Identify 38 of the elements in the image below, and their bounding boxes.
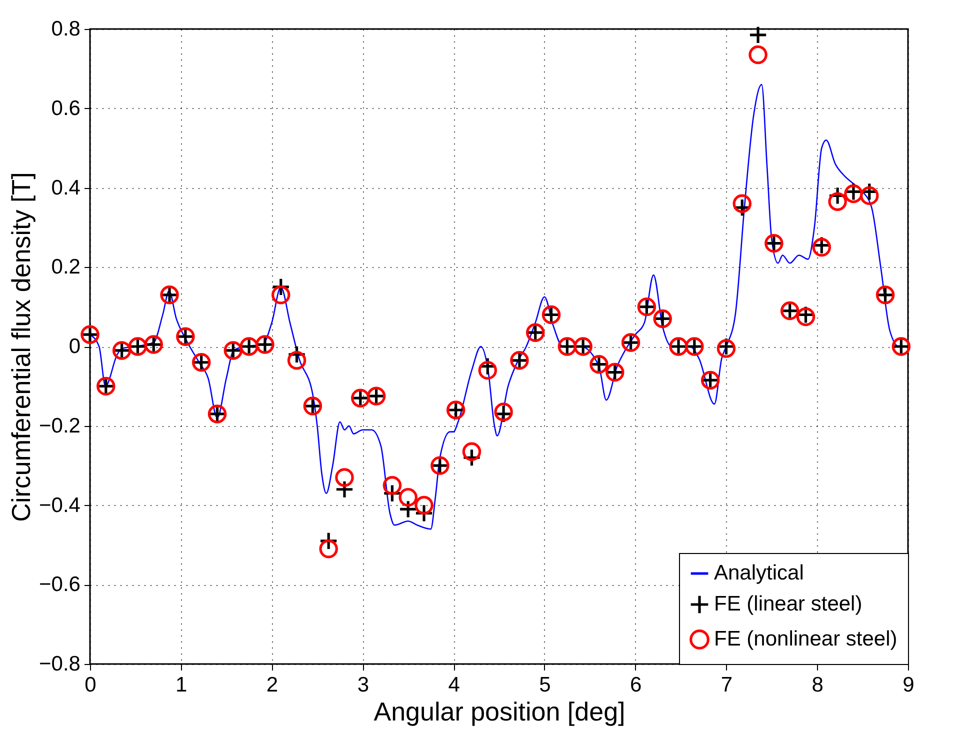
- point: [414, 496, 434, 515]
- y-tick-label: −0.4: [39, 494, 81, 517]
- point: [319, 540, 338, 558]
- y-tick-label: 0.4: [51, 176, 81, 200]
- legend-label: Analytical: [714, 562, 804, 584]
- point: [335, 468, 354, 487]
- point: [828, 192, 847, 211]
- point: [462, 442, 482, 462]
- legend-label: FE (nonlinear steel): [714, 628, 898, 650]
- x-tick-label: 0: [84, 674, 96, 696]
- x-tick-label: 5: [539, 674, 551, 696]
- point: [287, 351, 306, 370]
- point: [478, 360, 497, 380]
- x-tick-label: 1: [176, 674, 188, 696]
- point: [398, 488, 418, 507]
- x-tick-label: 7: [720, 674, 733, 696]
- x-tick-label: 2: [266, 674, 278, 696]
- y-tick-label: −0.2: [39, 414, 80, 438]
- y-tick-label: 0.8: [51, 18, 80, 40]
- point: [748, 45, 768, 64]
- x-tick-label: 3: [357, 674, 370, 696]
- point: [748, 26, 768, 44]
- y-axis-title: Circumferential flux density [T]: [6, 172, 36, 522]
- legend-label: FE (linear steel): [714, 592, 862, 616]
- x-tick-label: 9: [902, 674, 914, 696]
- x-tick-label: 8: [812, 674, 824, 696]
- x-axis-title: Angular position [deg]: [374, 696, 626, 726]
- x-tick-label: 4: [448, 674, 460, 696]
- y-tick-label: 0.6: [51, 96, 80, 120]
- point: [732, 194, 752, 213]
- point: [860, 186, 879, 206]
- y-tick-label: −0.8: [39, 652, 80, 676]
- y-tick-label: 0.2: [51, 256, 80, 279]
- y-tick-label: −0.6: [39, 573, 80, 596]
- x-tick-label: 6: [630, 674, 642, 696]
- point: [382, 476, 402, 495]
- y-tick-label: 0: [68, 335, 80, 358]
- point: [272, 286, 290, 304]
